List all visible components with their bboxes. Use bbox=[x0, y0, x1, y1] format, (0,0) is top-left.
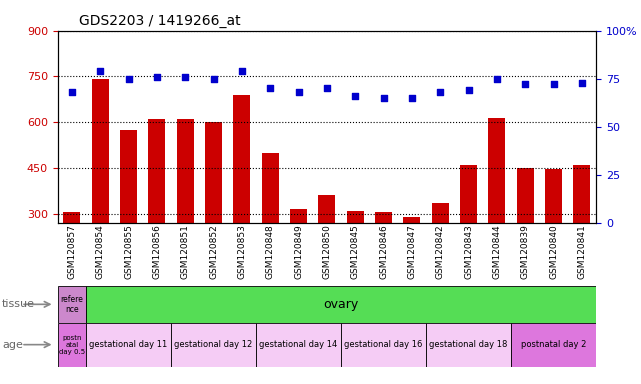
Text: GDS2203 / 1419266_at: GDS2203 / 1419266_at bbox=[79, 14, 241, 28]
Point bbox=[520, 81, 530, 88]
Bar bbox=[58, 323, 86, 367]
Point bbox=[435, 89, 445, 95]
Text: gestational day 16: gestational day 16 bbox=[344, 340, 423, 349]
Bar bbox=[341, 323, 426, 367]
Text: ovary: ovary bbox=[324, 298, 359, 311]
Bar bbox=[233, 95, 251, 305]
Point bbox=[265, 85, 276, 91]
Point bbox=[350, 93, 360, 99]
Text: age: age bbox=[2, 339, 23, 350]
Text: gestational day 14: gestational day 14 bbox=[260, 340, 338, 349]
Bar bbox=[375, 212, 392, 305]
Point bbox=[549, 81, 559, 88]
Bar bbox=[290, 209, 307, 305]
Bar bbox=[86, 323, 171, 367]
Point bbox=[67, 89, 77, 95]
Text: gestational day 11: gestational day 11 bbox=[89, 340, 168, 349]
Bar bbox=[63, 212, 80, 305]
Text: refere
nce: refere nce bbox=[60, 295, 83, 314]
Bar bbox=[256, 323, 341, 367]
Bar bbox=[488, 118, 506, 305]
Bar bbox=[319, 195, 335, 305]
Bar bbox=[92, 79, 109, 305]
Point bbox=[180, 74, 190, 80]
Point bbox=[152, 74, 162, 80]
Point bbox=[322, 85, 332, 91]
Bar bbox=[58, 286, 86, 323]
Bar bbox=[460, 165, 477, 305]
Bar bbox=[177, 119, 194, 305]
Point bbox=[124, 76, 134, 82]
Bar bbox=[545, 169, 562, 305]
Bar bbox=[403, 217, 420, 305]
Text: postnatal day 2: postnatal day 2 bbox=[521, 340, 587, 349]
Point bbox=[378, 95, 388, 101]
Point bbox=[294, 89, 304, 95]
Bar bbox=[171, 323, 256, 367]
Point bbox=[463, 87, 474, 93]
Bar bbox=[347, 210, 363, 305]
Point bbox=[208, 76, 219, 82]
Point bbox=[95, 68, 105, 74]
Point bbox=[407, 95, 417, 101]
Bar bbox=[426, 323, 511, 367]
Bar bbox=[432, 203, 449, 305]
Text: tissue: tissue bbox=[2, 299, 35, 310]
Point bbox=[492, 76, 502, 82]
Bar bbox=[262, 152, 279, 305]
Bar bbox=[517, 168, 534, 305]
Bar bbox=[205, 122, 222, 305]
Bar bbox=[120, 130, 137, 305]
Text: gestational day 18: gestational day 18 bbox=[429, 340, 508, 349]
Bar bbox=[148, 119, 165, 305]
Text: gestational day 12: gestational day 12 bbox=[174, 340, 253, 349]
Bar bbox=[511, 323, 596, 367]
Point bbox=[237, 68, 247, 74]
Bar bbox=[574, 165, 590, 305]
Point bbox=[577, 79, 587, 86]
Text: postn
atal
day 0.5: postn atal day 0.5 bbox=[59, 334, 85, 355]
